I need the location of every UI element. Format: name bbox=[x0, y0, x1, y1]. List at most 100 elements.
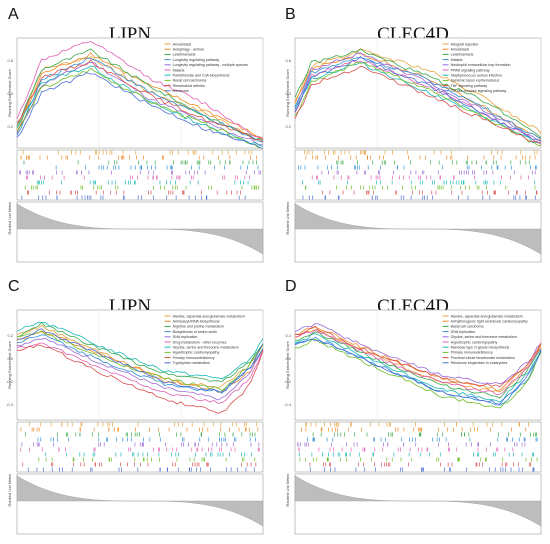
series-line bbox=[294, 336, 542, 406]
legend-label: TNF signaling pathway bbox=[451, 84, 488, 88]
y-tick-label: -0.4 bbox=[6, 402, 14, 407]
enrichment-frame bbox=[294, 37, 542, 149]
y-axis-title-enrichment: Running Enrichment Score bbox=[285, 340, 290, 389]
legend-label: Leishmaniasis bbox=[173, 53, 196, 57]
y-tick-label: 0.6 bbox=[285, 58, 291, 63]
plot-area: Allograft rejection AmoebiasisLeishmanias… bbox=[294, 37, 542, 263]
y-axis-title-enrichment: Running Enrichment Score bbox=[7, 340, 12, 389]
series-line bbox=[16, 321, 264, 383]
legend-label: Proximal tubule bicarbonate reclamation bbox=[451, 356, 515, 360]
y-tick-label: 0.2 bbox=[7, 124, 13, 129]
legend-label: Alanine, aspartate and glutamate metabol… bbox=[173, 314, 245, 318]
rug-frame bbox=[16, 421, 264, 473]
legend-label: Rheumatoid arthritis bbox=[173, 84, 205, 88]
panel-letter: A bbox=[8, 6, 19, 23]
ranked-metric-area bbox=[294, 475, 542, 527]
series-line bbox=[294, 52, 542, 141]
plot-area: Alanine, aspartate and glutamate metabol… bbox=[16, 309, 264, 535]
legend-label: Amoebiasis bbox=[173, 42, 192, 46]
y-tick-label: 0.2 bbox=[285, 124, 291, 129]
legend-label: Toll-like receptor signaling pathway bbox=[451, 89, 507, 93]
series-line bbox=[294, 338, 542, 409]
series-line bbox=[294, 48, 542, 134]
plot-area: Alanine, aspartate and glutamate metabol… bbox=[294, 309, 542, 535]
series-line bbox=[294, 52, 542, 141]
y-axis-title-ranked: Ranked List Metric bbox=[7, 473, 12, 506]
legend-label: Biosynthesis of amino acids bbox=[173, 330, 218, 334]
legend-label: Neutrophil extracellular trap formation bbox=[451, 63, 511, 67]
ranked-metric-area bbox=[16, 203, 264, 255]
series-line bbox=[294, 65, 542, 145]
series-line bbox=[16, 62, 264, 146]
series-line bbox=[16, 324, 264, 389]
series-line bbox=[294, 329, 542, 395]
legend-label: Arginine and proline metabolism bbox=[173, 325, 224, 329]
series-line bbox=[16, 337, 264, 401]
series-line bbox=[16, 72, 264, 149]
legend-label: Malaria bbox=[451, 58, 463, 62]
legend-label: Alanine, aspartate and glutamate metabol… bbox=[451, 314, 523, 318]
series-line bbox=[16, 57, 264, 143]
legend-label: Glycine, serine and threonine metabolism bbox=[173, 346, 239, 350]
legend-label: Allograft rejection bbox=[451, 42, 479, 46]
legend-label: DNA replication bbox=[451, 330, 476, 334]
series-line bbox=[294, 56, 542, 142]
y-axis-title-enrichment: Running Enrichment Score bbox=[285, 68, 290, 117]
legend-label: Arrhythmogenic right ventricular cardiom… bbox=[451, 320, 528, 324]
y-axis-title-ranked: Ranked List Metric bbox=[285, 473, 290, 506]
legend-label: Longevity regulating pathway - multiple … bbox=[173, 63, 249, 67]
y-tick-label: 0.4 bbox=[7, 91, 13, 96]
legend-label: Mannose type O-glycan biosynthesis bbox=[451, 346, 510, 350]
series-line bbox=[16, 52, 264, 138]
legend-label: Drug metabolism - other enzymes bbox=[173, 340, 227, 344]
series-line bbox=[16, 328, 264, 393]
series-line bbox=[294, 57, 542, 139]
y-axis-title-ranked: Ranked List Metric bbox=[7, 201, 12, 234]
series-line bbox=[294, 333, 542, 403]
legend-label: Primary immunodeficiency bbox=[451, 351, 493, 355]
series-line bbox=[294, 48, 542, 138]
y-tick-label: 0.2 bbox=[7, 333, 13, 338]
legend-label: Pantothenate and CoA biosynthesis bbox=[173, 74, 230, 78]
y-axis-title-ranked: Ranked List Metric bbox=[285, 201, 290, 234]
y-tick-label: -0.2 bbox=[284, 379, 292, 384]
legend-label: Systemic lupus erythematosus bbox=[451, 79, 500, 83]
legend-label: Malaria bbox=[173, 68, 185, 72]
series-line bbox=[294, 61, 542, 147]
legend-label: Glycine, serine and threonine metabolism bbox=[451, 335, 517, 339]
y-tick-label: -0.2 bbox=[6, 379, 14, 384]
legend-label: Staphylococcus aureus infection bbox=[451, 74, 503, 78]
legend-label: Tryptophan metabolism bbox=[173, 361, 210, 365]
legend-label: DNA replication bbox=[173, 335, 198, 339]
y-tick-label: 0.0 bbox=[285, 356, 291, 361]
y-tick-label: 0.6 bbox=[7, 58, 13, 63]
panel-letter: D bbox=[285, 278, 297, 295]
y-tick-label: 0.2 bbox=[285, 333, 291, 338]
series-line bbox=[294, 326, 542, 391]
plot-area: Amoebiasis Autophagy - animalLeishmaniasi… bbox=[16, 37, 264, 263]
series-line bbox=[16, 342, 264, 404]
series-line bbox=[294, 322, 542, 385]
rug-frame bbox=[294, 149, 542, 201]
legend-label: Leishmaniasis bbox=[451, 53, 474, 57]
rug-frame bbox=[16, 149, 264, 201]
y-tick-label: -0.4 bbox=[284, 402, 292, 407]
legend-label: Aminoacyl-tRNA biosynthesis bbox=[173, 320, 220, 324]
ranked-metric-area bbox=[16, 475, 264, 527]
series-line bbox=[16, 59, 264, 143]
legend-label: PPAR signaling pathway bbox=[451, 68, 490, 72]
legend-label: Hypertrophic cardiomyopathy bbox=[451, 340, 498, 344]
panel-c: C LIPN Running Enrichment Score Ranked L… bbox=[6, 278, 264, 535]
panel-letter: B bbox=[285, 6, 296, 23]
panel-d: D CLEC4D Running Enrichment Score Ranked… bbox=[284, 278, 542, 535]
panel-b: B CLEC4D Running Enrichment Score Ranked… bbox=[285, 6, 542, 263]
series-line bbox=[17, 344, 264, 414]
enrichment-frame bbox=[16, 309, 264, 421]
y-tick-label: 0.4 bbox=[285, 91, 291, 96]
legend-label: Primary immunodeficiency bbox=[173, 356, 215, 360]
y-tick-label: 0.0 bbox=[7, 356, 13, 361]
ranked-metric-area bbox=[294, 203, 542, 255]
y-axis-title-enrichment: Running Enrichment Score bbox=[7, 68, 12, 117]
series-line bbox=[16, 40, 264, 141]
